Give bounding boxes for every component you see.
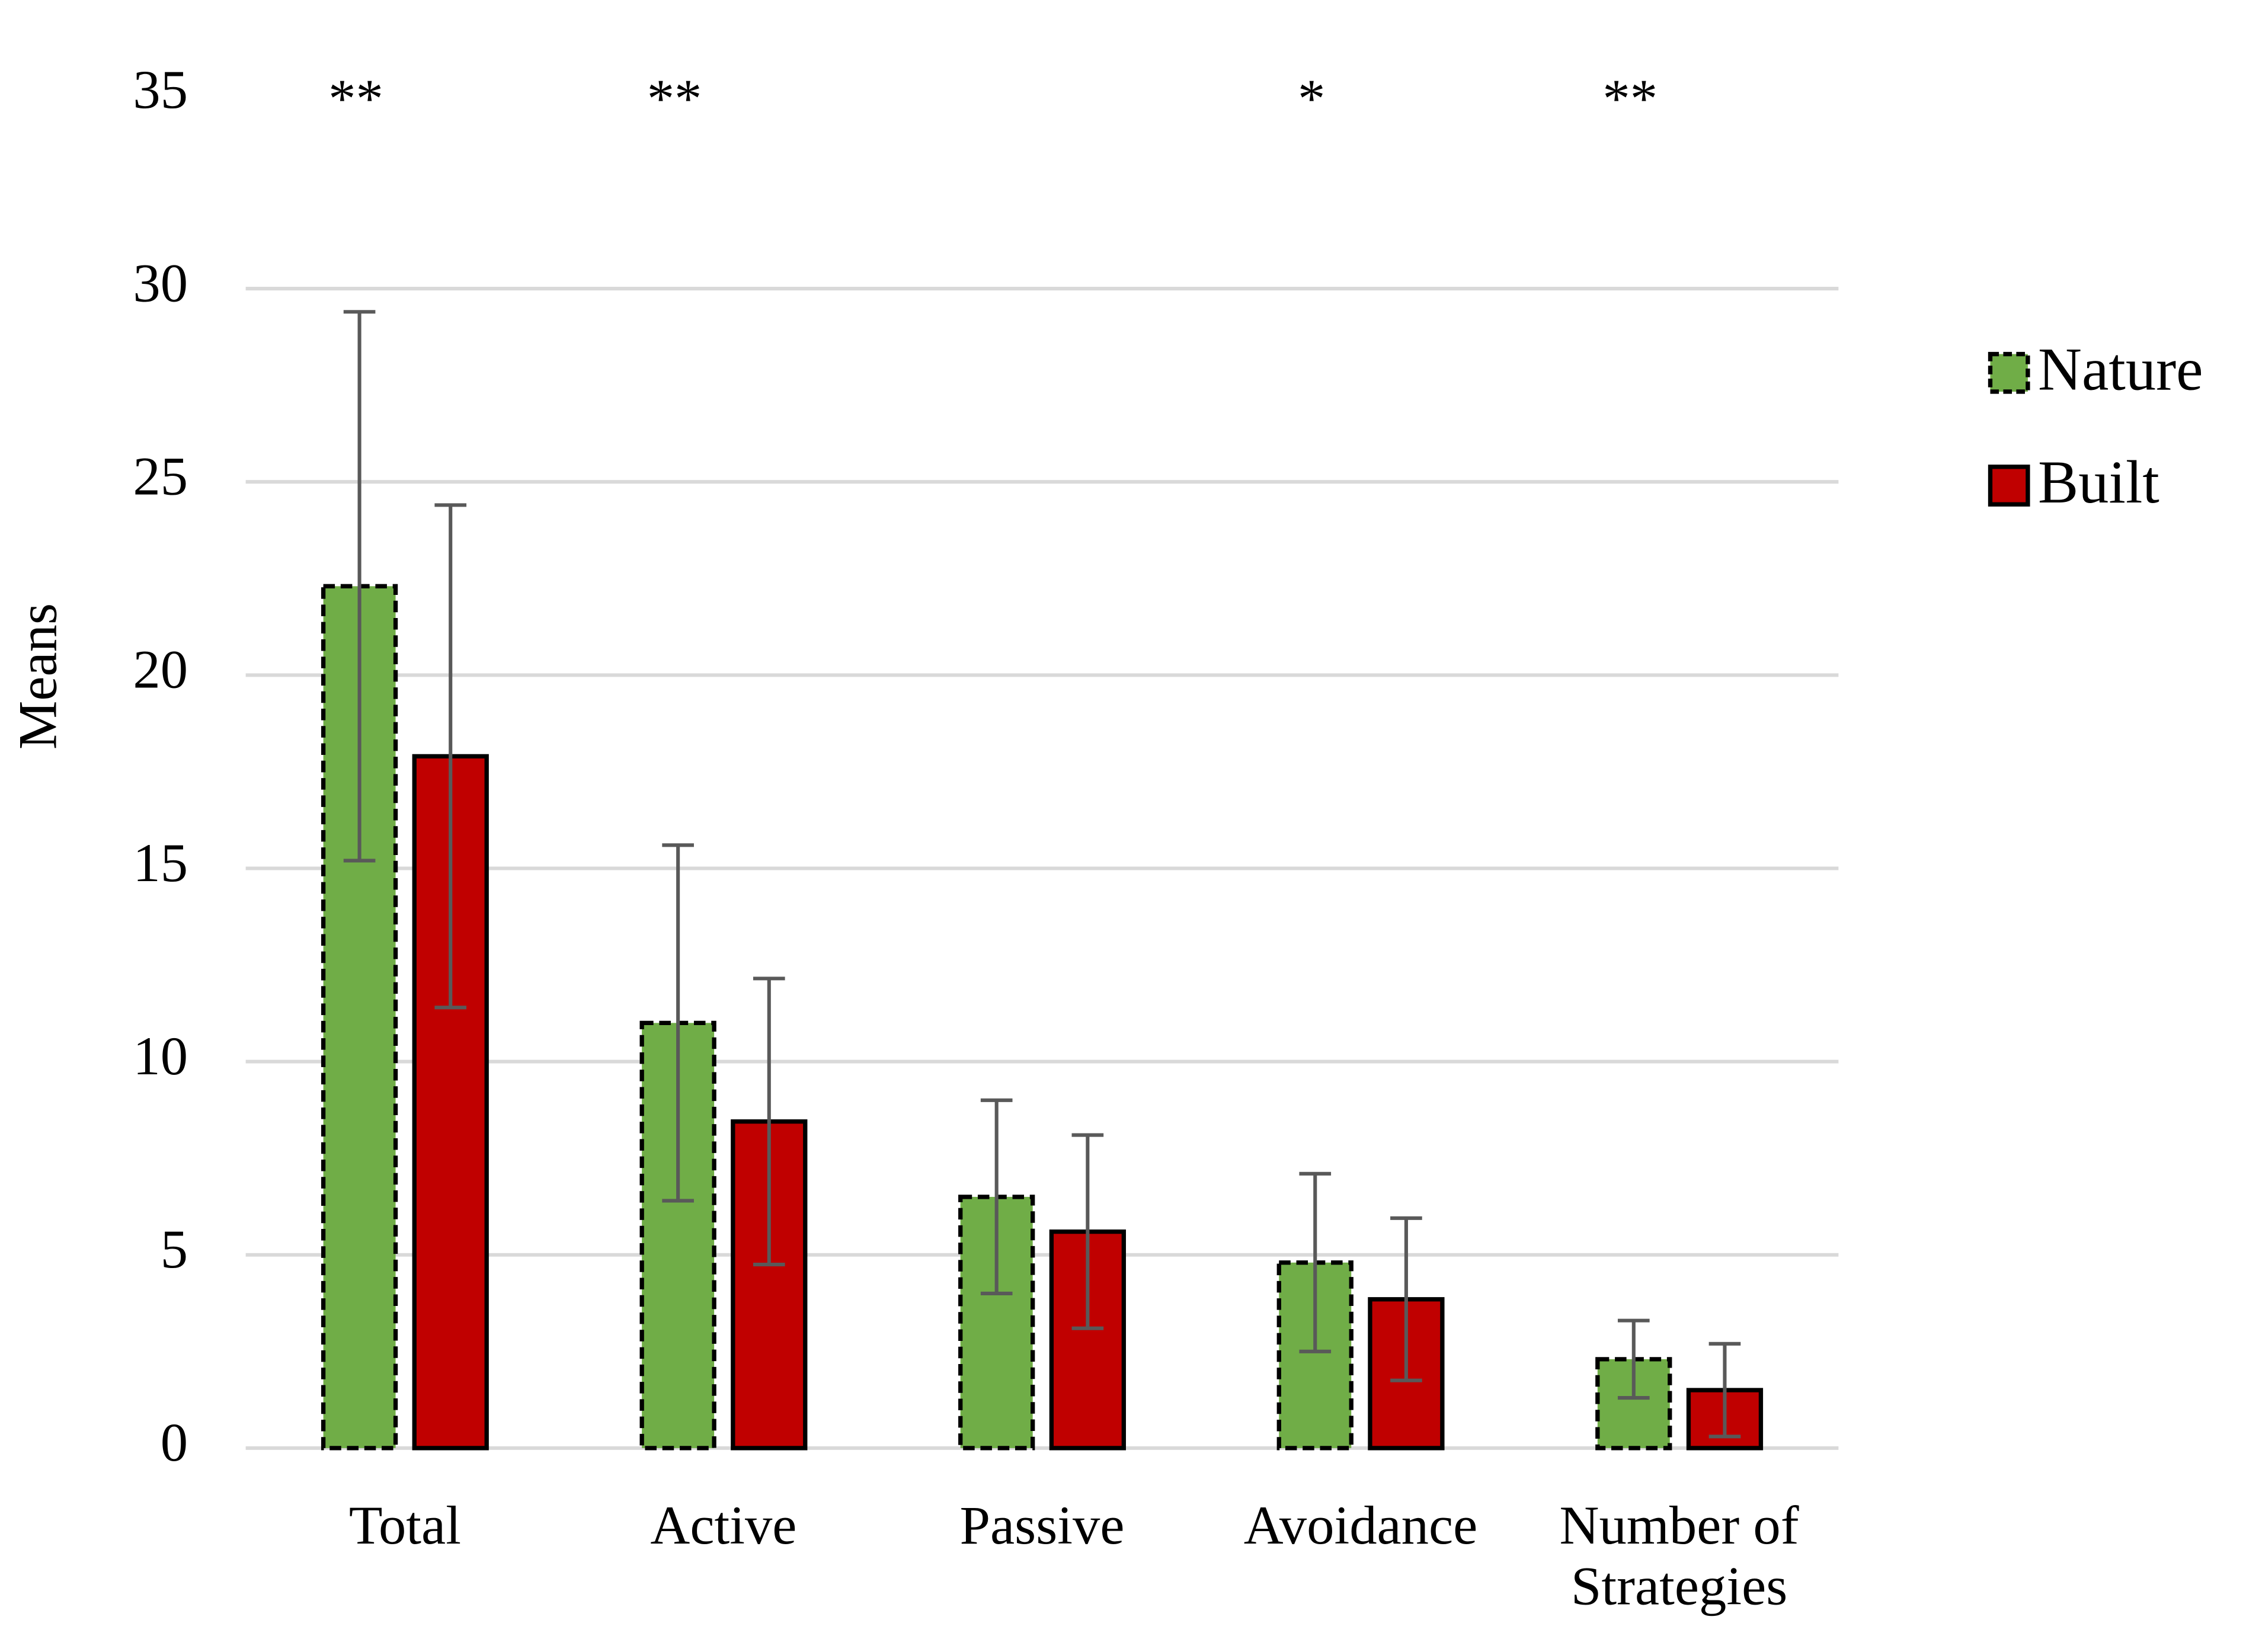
y-tick-label: 15: [133, 833, 188, 894]
y-tick-label: 10: [133, 1026, 188, 1087]
legend-label: Nature: [2038, 337, 2203, 404]
legend-swatch: [1988, 351, 2030, 394]
legend-label: Built: [2038, 449, 2159, 516]
significance-label: **: [328, 68, 383, 129]
x-tick-label: Avoidance: [1243, 1496, 1478, 1557]
x-tick-label: Active: [650, 1496, 797, 1557]
significance-label: *: [1298, 68, 1325, 129]
x-tick-label: Passive: [959, 1496, 1125, 1557]
y-tick-label: 20: [133, 639, 188, 700]
y-axis-label: Means: [7, 603, 68, 750]
x-tick-label: Number of Strategies: [1559, 1496, 1799, 1618]
y-tick-label: 30: [133, 252, 188, 313]
legend-swatch: [1988, 465, 2030, 507]
y-tick-label: 25: [133, 446, 188, 507]
x-tick-label: Total: [348, 1496, 461, 1557]
significance-label: **: [1602, 68, 1658, 129]
significance-label: **: [647, 68, 702, 129]
y-tick-label: 35: [133, 59, 188, 120]
y-tick-label: 0: [161, 1412, 188, 1473]
y-tick-label: 5: [161, 1219, 188, 1280]
